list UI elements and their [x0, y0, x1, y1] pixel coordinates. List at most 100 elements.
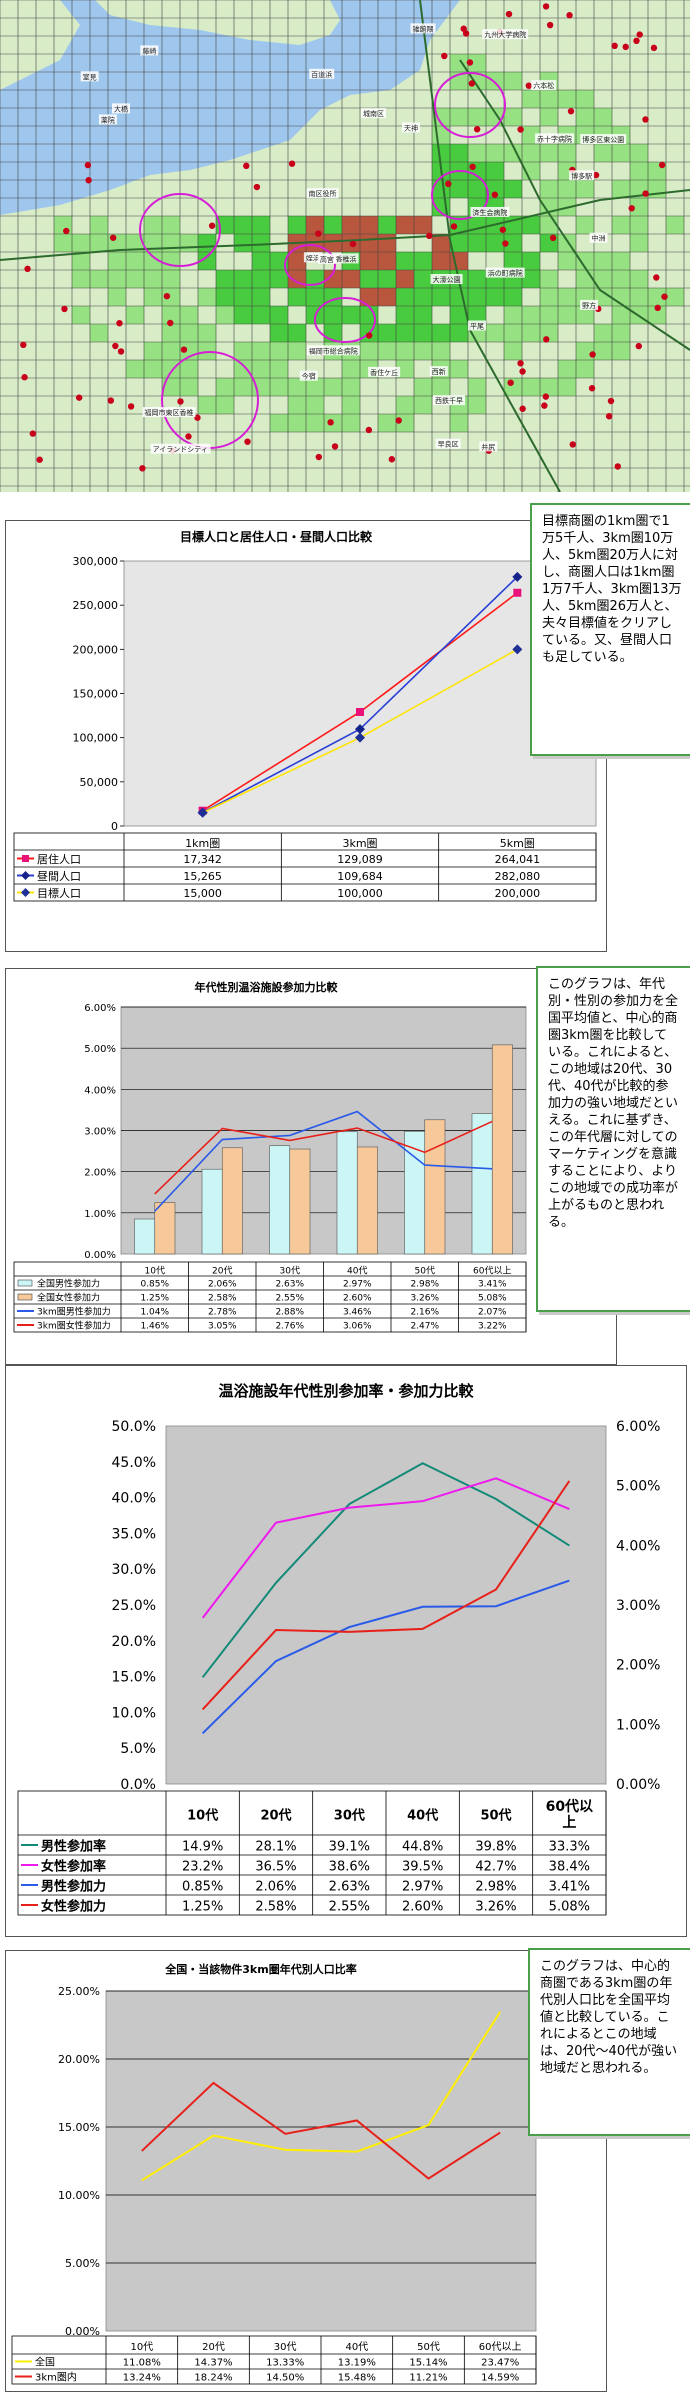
mesh-cell: [576, 270, 594, 288]
place-label-text: 藤崎: [142, 46, 156, 55]
mesh-cell: [378, 252, 396, 270]
data-label: 38.6%: [329, 1860, 370, 1875]
trade-area-circle: [139, 193, 221, 267]
facility-marker: [505, 10, 513, 18]
place-label-bg: [98, 114, 117, 125]
y-tick-label: 100,000: [73, 732, 119, 745]
place-label-text: 大橋: [114, 104, 128, 113]
facility-marker: [542, 393, 550, 400]
mesh-cell: [630, 162, 648, 180]
place-label-text: 城南区: [363, 109, 384, 118]
place-label-text: 福岡市総合病院: [309, 346, 358, 355]
data-label: 2.97%: [343, 1280, 372, 1290]
series-line: [201, 1480, 571, 1711]
mesh-cell: [252, 216, 270, 234]
place-label-bg: [303, 252, 322, 263]
place-label: 中洲: [589, 232, 608, 243]
data-label: 5.08%: [478, 1294, 507, 1304]
place-label-bg: [535, 133, 575, 144]
legend-label: 女性参加力: [41, 1899, 106, 1915]
place-label-text: 高宮: [320, 255, 334, 264]
data-label: 39.1%: [329, 1840, 370, 1855]
facility-marker: [388, 456, 396, 463]
facility-marker: [469, 163, 476, 171]
age-ratio-chart-panel: 全国・当該物件3km圏年代別人口比率 0.00% 5.00% 10.00% 15.00…: [5, 1950, 607, 2392]
place-label-text: 西新: [432, 367, 446, 376]
mesh-cell: [144, 288, 162, 306]
data-label: 17,342: [183, 853, 222, 866]
data-label: 3.46%: [343, 1308, 372, 1318]
trade-area-circle: [284, 244, 336, 286]
mesh-cell: [90, 324, 108, 342]
facility-marker: [607, 397, 615, 405]
plot-area: [165, 1425, 607, 1785]
data-label: 2.60%: [402, 1900, 443, 1915]
place-label-text: 南区役所: [309, 189, 337, 198]
mesh-cell: [144, 252, 162, 270]
place-label: 天神: [401, 122, 420, 133]
bar: [336, 1131, 358, 1255]
facility-marker: [605, 413, 613, 420]
y-left-tick-label: 50.0%: [112, 1419, 156, 1435]
facility-marker: [85, 177, 92, 184]
mesh-cell: [126, 270, 144, 288]
data-point: [513, 588, 522, 597]
mesh-cell: [198, 342, 216, 360]
mesh-cell: [630, 234, 648, 252]
facility-marker: [519, 368, 526, 375]
place-label-text: 井尻: [481, 442, 495, 451]
bar: [201, 1168, 223, 1255]
mesh-cell: [468, 288, 486, 306]
data-label: 13.33%: [266, 2358, 304, 2369]
mesh-cell: [342, 396, 360, 414]
mesh-cell: [378, 234, 396, 252]
data-label: 264,041: [495, 853, 541, 866]
place-label: 済生会病院: [470, 206, 510, 217]
mesh-cell: [540, 90, 558, 108]
place-label-bg: [435, 438, 461, 449]
data-label: 2.07%: [478, 1308, 507, 1318]
place-label: 博多駅: [569, 170, 595, 181]
data-label: 3.41%: [478, 1280, 507, 1290]
island-area: [0, 0, 80, 90]
mesh-cell: [162, 234, 180, 252]
mesh-cell: [450, 54, 468, 72]
place-label: 室見: [80, 71, 99, 82]
data-label: 2.76%: [275, 1322, 304, 1332]
participation-power-chart: 年代性別温浴施設参加力比較 0.00% 1.00% 2.00% 3.00% 4.00% 5…: [13, 980, 527, 1333]
y-tick-label: 5.00%: [65, 2257, 100, 2270]
facility-marker: [642, 116, 649, 123]
mesh-cell: [360, 306, 378, 324]
table-header-cell: 50代: [417, 2341, 440, 2353]
data-label: 2.88%: [275, 1308, 304, 1318]
mesh-cell: [594, 342, 612, 360]
place-label: 赤十字病院: [535, 133, 575, 144]
legend-label: 全国: [35, 2356, 55, 2369]
place-label-bg: [433, 395, 466, 406]
legend-label: 3km圏男性参加力: [37, 1306, 111, 1318]
mesh-cell: [666, 288, 684, 306]
mesh-cell: [522, 162, 540, 180]
place-label-text: 中洲: [592, 234, 606, 243]
mesh-cell: [360, 288, 378, 306]
place-label: 西鉄千早: [433, 395, 466, 406]
data-label: 2.78%: [208, 1308, 237, 1318]
mesh-cell: [360, 216, 378, 234]
mesh-cell: [324, 270, 342, 288]
legend-label: 全国男性参加力: [37, 1278, 100, 1290]
mesh-cell: [198, 252, 216, 270]
mesh-cell: [216, 396, 234, 414]
place-label: 平尾: [467, 320, 486, 331]
mesh-cell: [342, 306, 360, 324]
mesh-cell: [594, 108, 612, 126]
place-label-text: 西鉄千早: [435, 396, 463, 405]
place-label-bg: [429, 366, 448, 377]
mesh-cell: [468, 234, 486, 252]
facility-marker: [635, 342, 642, 350]
mesh-cell: [216, 306, 234, 324]
place-label: アイランドシティ: [150, 443, 211, 454]
facility-marker: [315, 230, 322, 237]
mesh-cell: [666, 216, 684, 234]
mesh-cell: [378, 324, 396, 342]
facility-marker: [426, 232, 433, 240]
